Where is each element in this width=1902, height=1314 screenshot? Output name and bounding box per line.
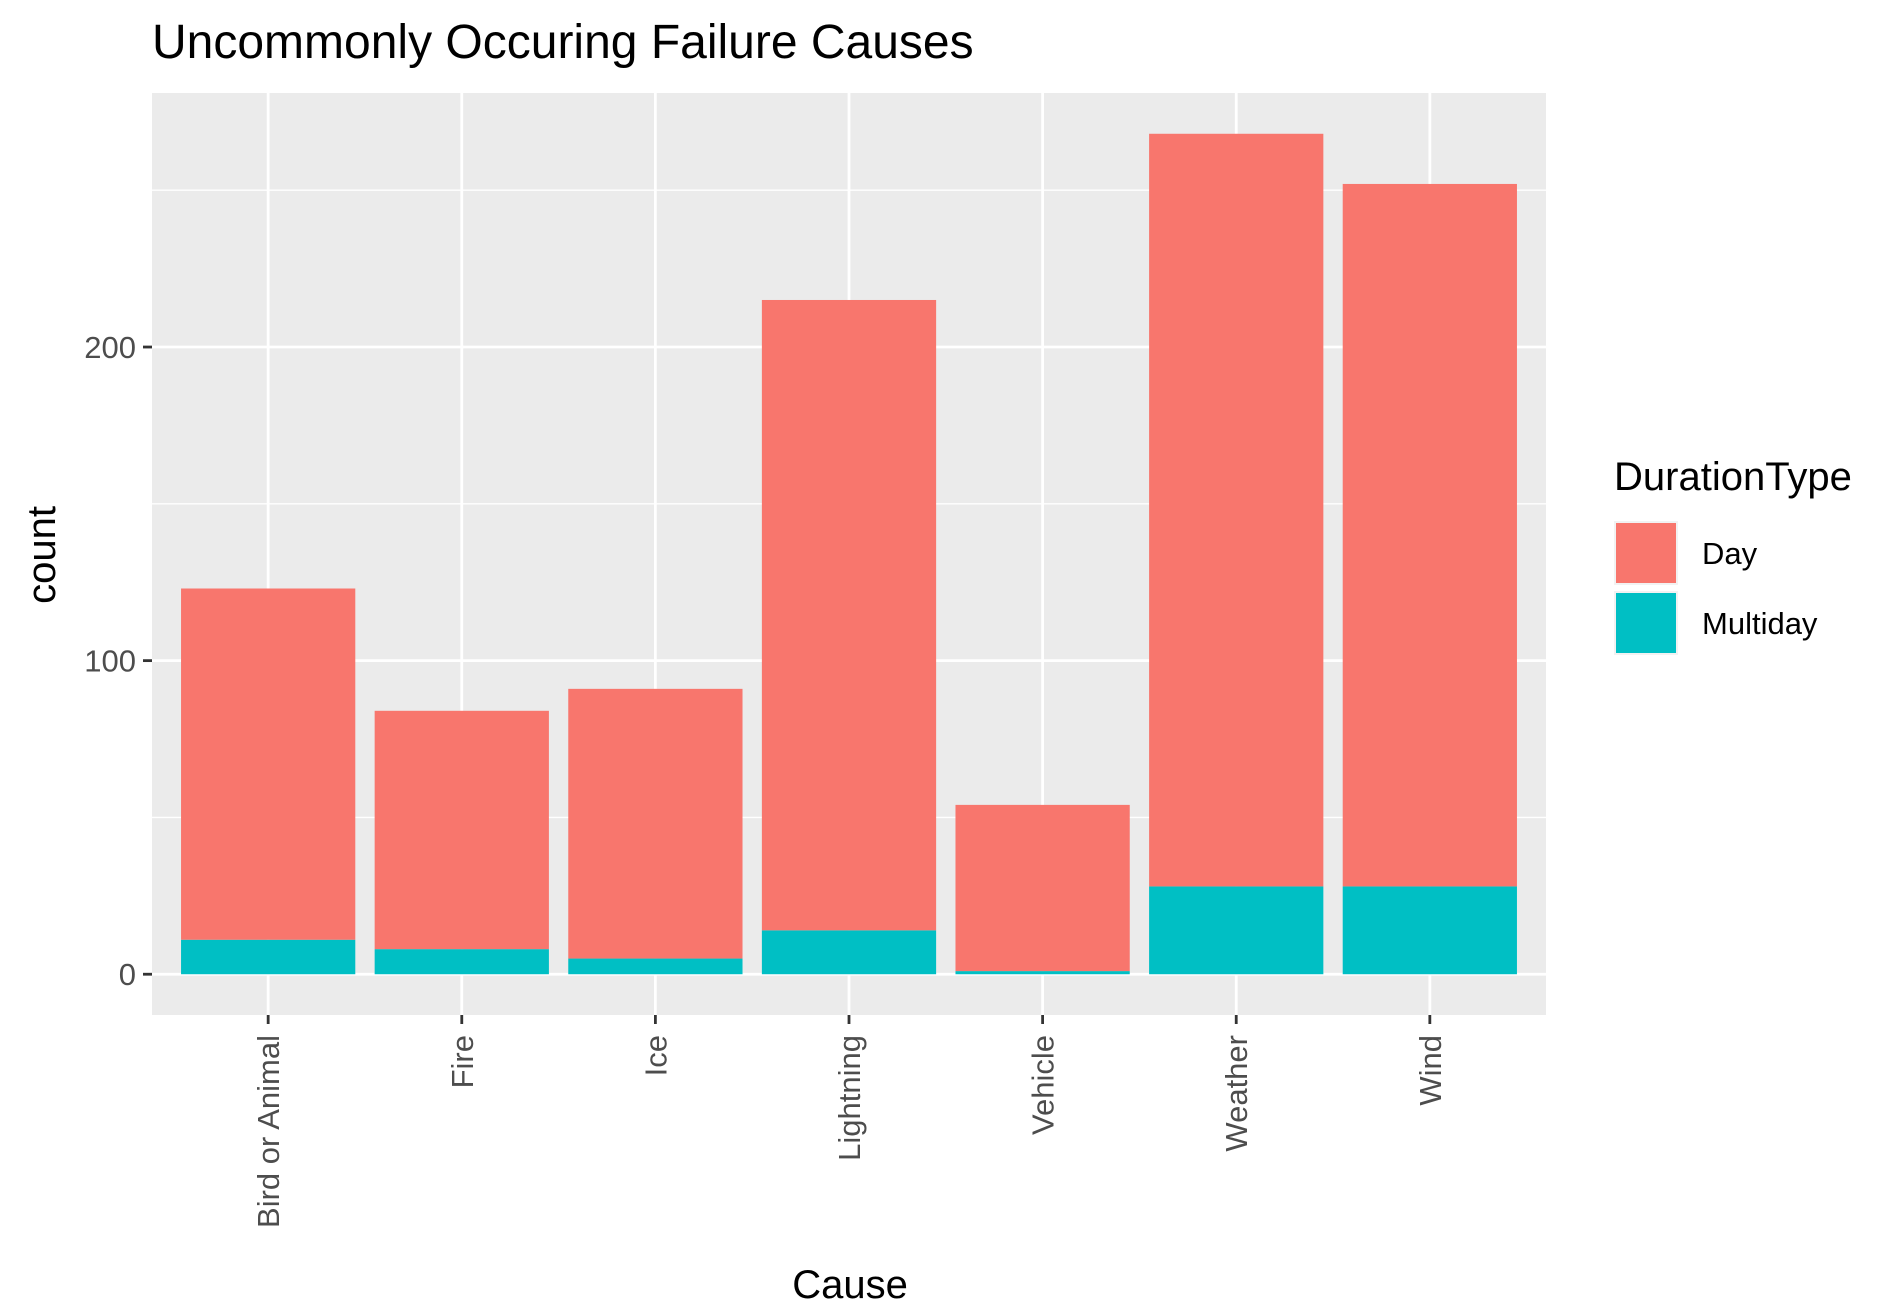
legend: DurationType Day Multiday [1614, 455, 1852, 655]
bar-day-bird-or-animal [181, 588, 356, 940]
y-tick-label: 0 [119, 957, 136, 992]
bar-day-vehicle [955, 804, 1130, 972]
x-tick-label: Fire [445, 1035, 480, 1088]
bar-multiday-vehicle [955, 971, 1130, 975]
legend-label: Day [1702, 536, 1758, 571]
bar-multiday-ice [568, 958, 743, 975]
bar-day-fire [374, 710, 549, 950]
legend-key-multiday [1616, 593, 1676, 653]
legend-title: DurationType [1614, 455, 1852, 499]
bar-multiday-bird-or-animal [181, 939, 356, 975]
y-tick-label: 200 [84, 330, 136, 365]
x-tick-label: Bird or Animal [251, 1035, 286, 1228]
chart-title: Uncommonly Occuring Failure Causes [152, 16, 974, 69]
bar-multiday-wind [1342, 886, 1517, 975]
x-axis: Bird or Animal Fire Ice Lightning Vehicle Wea… [251, 1015, 1448, 1228]
bars [181, 133, 1517, 975]
bar-day-weather [1149, 133, 1324, 887]
bar-multiday-fire [374, 949, 549, 975]
x-tick-label: Vehicle [1026, 1035, 1061, 1135]
y-tick-label: 100 [84, 644, 136, 679]
x-axis-title: Cause [792, 1263, 908, 1307]
bar-multiday-weather [1149, 886, 1324, 975]
bar-multiday-lightning [761, 930, 937, 975]
y-axis-title: count [20, 506, 64, 604]
bar-day-wind [1342, 183, 1517, 887]
bar-day-ice [568, 688, 743, 959]
x-tick-label: Lightning [832, 1035, 867, 1161]
y-axis: 0 100 200 [84, 330, 152, 992]
legend-label: Multiday [1702, 606, 1818, 641]
x-tick-label: Weather [1219, 1035, 1254, 1152]
x-tick-label: Wind [1413, 1035, 1448, 1106]
bar-day-lightning [761, 299, 937, 931]
legend-key-day [1616, 523, 1676, 583]
x-tick-label: Ice [638, 1035, 673, 1076]
